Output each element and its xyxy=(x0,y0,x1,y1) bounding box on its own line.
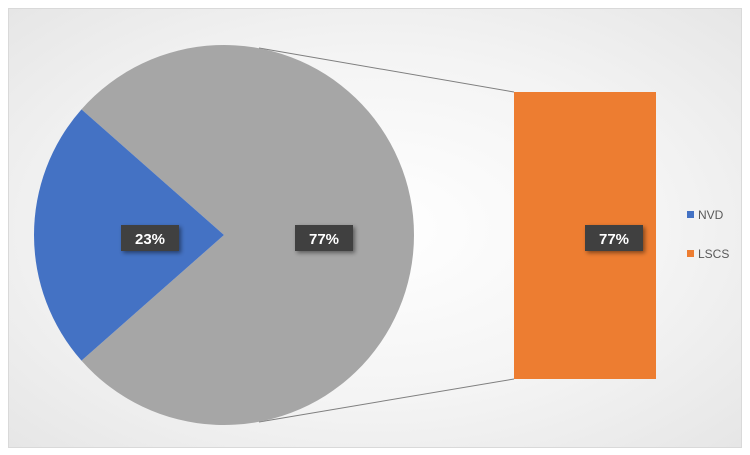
data-label-nvd: 23% xyxy=(121,225,179,251)
legend-swatch-nvd xyxy=(687,211,694,218)
connector-lines xyxy=(258,47,515,423)
legend-label-lscs: LSCS xyxy=(698,247,729,261)
data-label-nvd-text: 23% xyxy=(135,231,165,248)
legend-label-nvd: NVD xyxy=(698,208,724,222)
legend-item-lscs[interactable]: LSCS xyxy=(687,247,729,261)
data-label-lscs-pie-text: 77% xyxy=(309,231,339,248)
legend-swatch-lscs xyxy=(687,250,694,257)
legend-item-nvd[interactable]: NVD xyxy=(687,208,724,222)
pie-of-bar-chart: 23% 77% 77% NVD LSCS xyxy=(33,45,729,426)
data-label-lscs-bar: 77% xyxy=(585,225,643,251)
legend: NVD LSCS xyxy=(687,208,729,261)
connector-line-bottom xyxy=(258,378,515,423)
data-label-lscs-pie: 77% xyxy=(295,225,353,251)
chart-area: 23% 77% 77% NVD LSCS xyxy=(8,8,742,448)
data-label-lscs-bar-text: 77% xyxy=(599,231,629,248)
pie-slice-lscs[interactable] xyxy=(81,45,415,426)
connector-line-top xyxy=(258,47,515,93)
pie xyxy=(33,45,415,426)
